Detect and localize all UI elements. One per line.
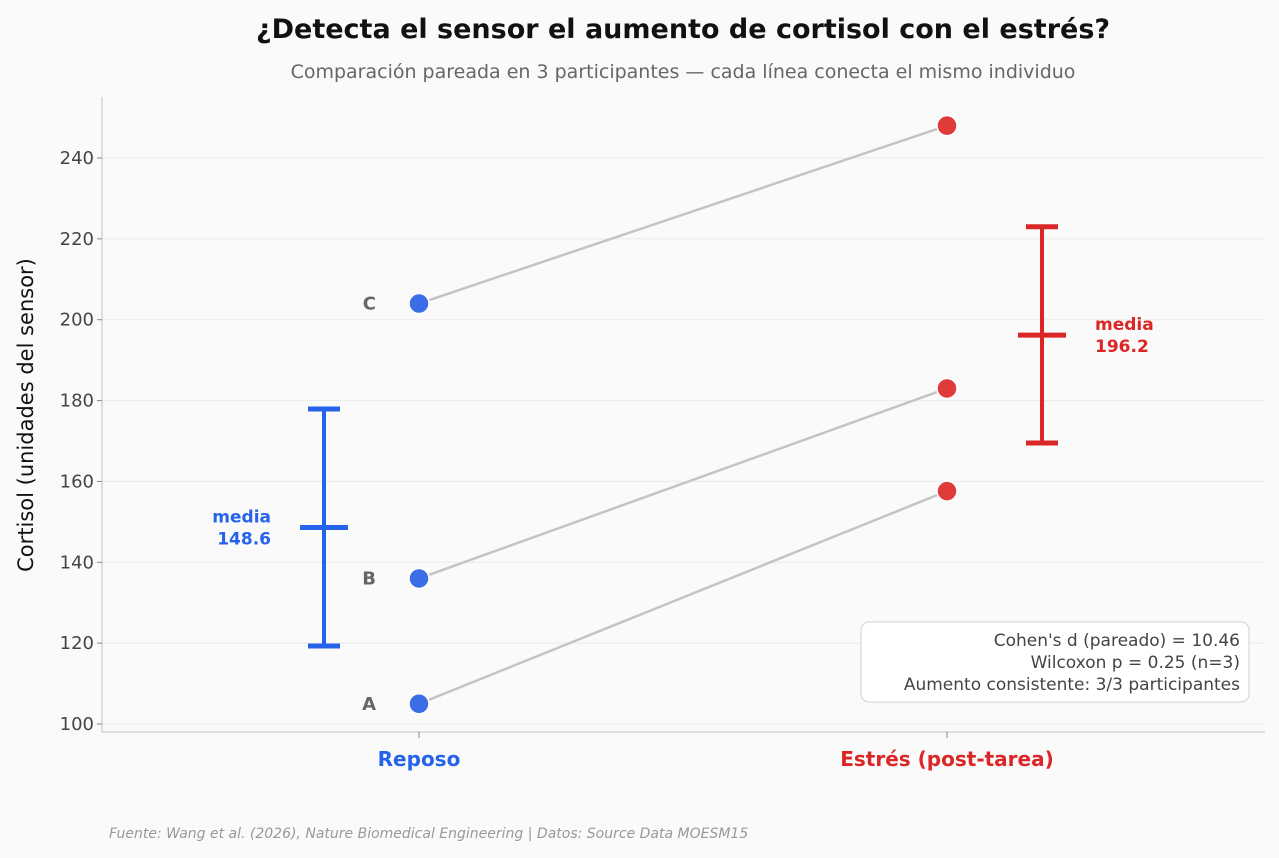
point-reposo-c bbox=[408, 292, 430, 315]
y-ticks: 100 120 140 160 180 200 220 240 bbox=[60, 148, 102, 735]
participant-labels: A B C bbox=[362, 294, 376, 715]
y-tick-label: 200 bbox=[60, 310, 94, 331]
point-estres-b bbox=[936, 377, 958, 400]
stats-box-frame bbox=[860, 621, 1250, 703]
grid-lines bbox=[102, 157, 1265, 725]
y-tick-label: 140 bbox=[60, 552, 94, 573]
y-axis-label: Cortisol (unidades del sensor) bbox=[14, 258, 38, 572]
participant-label-a: A bbox=[362, 694, 376, 715]
source-note: Fuente: Wang et al. (2026), Nature Biome… bbox=[109, 826, 748, 842]
y-tick-label: 220 bbox=[60, 229, 94, 250]
mean-label-value-reposo: 148.6 bbox=[217, 530, 271, 550]
stat-cohens-d: Cohen's d (pareado) = 10.46 bbox=[994, 631, 1240, 651]
x-category-label: Reposo bbox=[378, 747, 461, 771]
point-reposo-b bbox=[408, 567, 430, 590]
stats-box: Cohen's d (pareado) = 10.46 Wilcoxon p =… bbox=[860, 621, 1250, 703]
y-tick-label: 100 bbox=[60, 714, 94, 735]
y-tick-label: 180 bbox=[60, 391, 94, 412]
participant-label-c: C bbox=[363, 294, 376, 315]
x-category-label: Estrés (post-tarea) bbox=[840, 747, 1054, 771]
y-tick-label: 240 bbox=[60, 148, 94, 169]
x-categories: Reposo Estrés (post-tarea) bbox=[378, 732, 1054, 771]
point-reposo-a bbox=[408, 693, 430, 715]
pair-lines bbox=[418, 124, 948, 705]
point-estres-a bbox=[936, 480, 958, 502]
participant-label-b: B bbox=[362, 568, 376, 589]
y-tick-label: 160 bbox=[60, 471, 94, 492]
y-tick-label: 120 bbox=[60, 633, 94, 654]
mean-label-value-estres: 196.2 bbox=[1095, 337, 1149, 357]
stat-wilcoxon: Wilcoxon p = 0.25 (n=3) bbox=[1031, 653, 1240, 673]
data-points bbox=[408, 114, 958, 715]
mean-label-word-reposo: media bbox=[212, 508, 271, 528]
pair-line-b bbox=[418, 387, 948, 580]
pair-line-a bbox=[418, 489, 948, 705]
chart-subtitle: Comparación pareada en 3 participantes —… bbox=[291, 61, 1076, 83]
pair-line-c bbox=[418, 124, 948, 305]
chart-title: ¿Detecta el sensor el aumento de cortiso… bbox=[256, 14, 1110, 45]
mean-label-word-estres: media bbox=[1095, 315, 1154, 335]
point-estres-c bbox=[936, 114, 958, 137]
stat-consistency: Aumento consistente: 3/3 participantes bbox=[904, 675, 1240, 695]
